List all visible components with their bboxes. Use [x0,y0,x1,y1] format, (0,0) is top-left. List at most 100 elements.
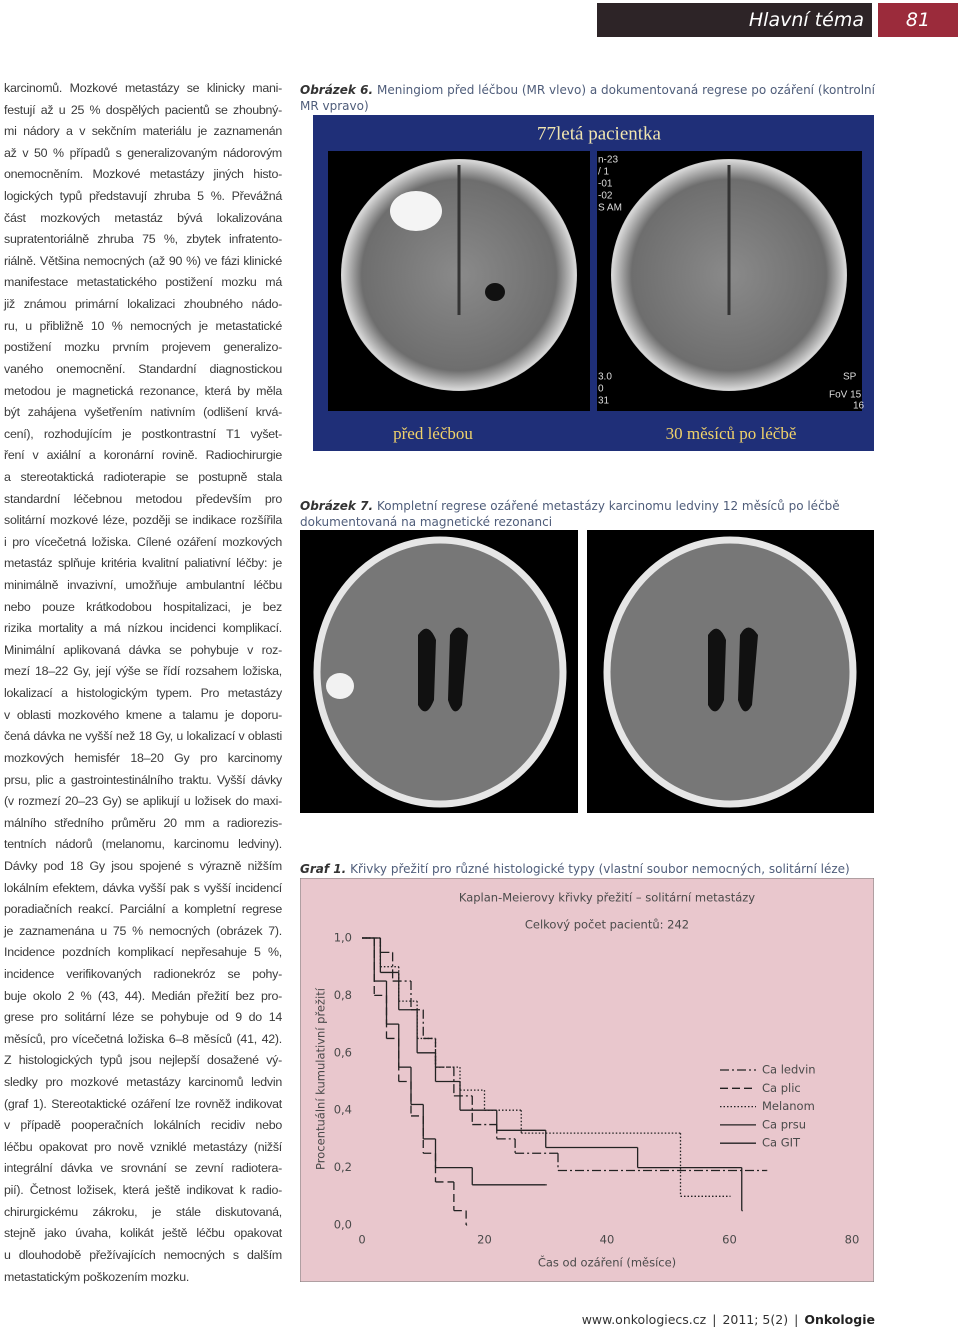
section-title: Hlavní téma [597,3,872,37]
x-axis-label: Čas od ozáření (měsíce) [538,1255,676,1270]
graph-label: Graf 1. [300,862,347,876]
text-line: riálně. Většina nemocných (až 90 %) ve f… [4,253,282,268]
footer-issue: 2011; 5(2) [722,1312,789,1327]
caption-text: Meningiom před léčbou (MR vlevo) a dokum… [300,83,875,113]
text-line: logických typů představují zhruba 5 %. P… [4,189,282,204]
text-line: stejně jako úvaha, kolikát ještě léčbu o… [4,1226,282,1241]
text-line: onemocněním. Mozkové metastázy jiných hi… [4,167,282,182]
text-line: již známou primární lokalizaci zhoubného… [4,297,282,312]
lesion [326,673,354,699]
text-line: a stereotaktická radioterapie se postupn… [4,469,282,484]
panel-label: před léčbou [393,424,473,443]
scanner-label: / 1 [598,167,610,178]
y-axis-label: Procentuální kumulativní přežití [314,987,328,1170]
text-line: mozkových hemisfér 18–20 Gy pro karcinom… [4,750,282,765]
footer-url: www.onkologiecs.cz [581,1312,707,1327]
text-line: Z histologických typů jsou nejlepší dosa… [4,1053,282,1068]
y-tick-label: 0,4 [334,1103,352,1117]
text-line: být zahájena vyšetřením nativním (odliše… [4,405,282,420]
scanner-label: S AM [598,203,622,214]
legend-label: Ca ledvin [762,1063,816,1077]
legend-label: Ca GIT [762,1136,801,1150]
text-line: i pro vícečetná ložiska. Cílené ozáření … [4,534,282,549]
caption-text: Křivky přežití pro různé histologické ty… [350,862,850,876]
scanner-label: FoV 15 [829,390,862,401]
lesion [390,191,442,231]
text-line: postižení mozku prvním projevem generali… [4,340,282,355]
ventricles [418,627,468,712]
ventricles [708,627,758,712]
text-line: čená dávka ne vyšší než 18 Gy, u lokaliz… [4,729,282,744]
text-line: incidence verifikovaných radionekróz se … [4,966,282,981]
scanner-label: 16 [853,401,865,412]
x-tick-label: 0 [358,1233,365,1247]
figure-caption: Obrázek 6. Meningiom před léčbou (MR vlev… [300,82,876,114]
scanner-label: n-23 [598,155,618,166]
text-line: Dávky pod 18 Gy jsou spojené s výrazně n… [4,858,282,873]
text-line: metastatickým poškozením mozku. [4,1269,190,1284]
brain [603,536,857,808]
x-tick-label: 60 [722,1233,737,1247]
text-line: mi nádory a v sekčním materiálu je zazna… [4,124,282,139]
text-line: integrální dávka ve srovnání se zevní ra… [4,1161,282,1176]
scanner-label: -01 [598,179,613,190]
graph-caption: Graf 1. Křivky přežití pro různé histolog… [300,861,876,877]
text-line: lokálním efektem, dávka vyšší pak s vyšš… [4,880,282,895]
page-number: 81 [878,3,958,37]
x-tick-label: 20 [477,1233,492,1247]
image-title: 77letá pacientka [537,123,662,144]
y-tick-label: 1,0 [334,931,352,945]
footer-journal: Onkologie [804,1312,875,1327]
brain [313,536,567,808]
figure-6-image: 77letá pacientka před léčbou 30 měsíců p… [313,115,874,451]
legend-label: Ca prsu [762,1117,806,1131]
text-line: prsu, plic a gastrointestinálního traktu… [4,772,282,787]
text-line: metastáz splňuje kritéria kvalitní palia… [4,556,282,571]
text-line: chirurgickému zákroku, je stále diskutov… [4,1204,282,1219]
scanner-label: SP [843,372,857,383]
text-line: manifestace metastatického postižení moz… [4,275,282,290]
text-line: vaného onemocnění. Standardní diagnostic… [4,361,282,376]
text-line: v oblasti mozkového kmene a talamu je do… [4,707,282,722]
figure-7-image [300,530,874,813]
survival-curve [362,937,547,1186]
text-line: Incidence pozdních komplikací nepřesahuj… [4,945,282,960]
text-line: nebo pouze krátkodobou hospitalizaci, je… [4,599,282,614]
y-tick-label: 0,0 [334,1218,352,1232]
text-line: léčbu opakovat pro nově vzniklé metastáz… [4,1139,282,1154]
text-line: je zaznamenána u 75 % nemocných (obrázek… [4,923,282,938]
figure-caption: Obrázek 7. Kompletní regrese ozářené meta… [300,498,876,530]
separator [578,530,587,813]
text-line: cení), rozhodujícím je postkontrastní T1… [4,426,282,441]
text-line: ření v axiální a koronární rovině. Radio… [4,448,282,463]
text-line: málního středního průměru 20 mm a radior… [4,815,282,830]
panel-label: 30 měsíců po léčbě [666,424,797,443]
text-line: rizika mortality a má nízkou incidenci k… [4,621,282,636]
chart: Kaplan-Meierovy křivky přežití – solitár… [300,878,874,1282]
text-line: metodou je magnetická rezonance, která b… [4,383,282,398]
text-line: supratentoriálně zhruba 75 %, zbytek inf… [4,232,282,247]
text-line: u dlouhodobě přežívajících nemocných s d… [4,1247,282,1262]
text-line: tentních nádorů (melanomu, karcinomu led… [4,837,282,852]
x-tick-label: 40 [600,1233,615,1247]
separator: | [794,1312,799,1327]
text-line: (v rozmezí 20–23 Gy) se aplikují u ložis… [4,794,282,809]
y-tick-label: 0,6 [334,1045,352,1059]
caption-text: Kompletní regrese ozářené metastázy karc… [300,499,840,529]
text-line: pií). Četnost ložisek, která ještě indik… [4,1183,282,1198]
scanner-label: 3.0 [598,372,612,383]
text-line: lokalizací a histologickým typem. Pro me… [4,686,282,701]
text-line: v případě pooperačních lokálních recidiv… [4,1118,282,1133]
text-line: minimálně invazivní, umožňuje ambulantní… [4,578,282,593]
text-line: festují až u 25 % dospělých pacientů se … [4,102,282,117]
x-tick-label: 80 [845,1233,860,1247]
body-text: karcinomů. Mozkové metastázy se klinicky… [4,78,282,1288]
text-line: standardní léčebnou metodou především pr… [4,491,282,506]
text-line: měsíců, pro vícečetná ložiska 6–8 měsíců… [4,1031,282,1046]
text-line: karcinomů. Mozkové metastázy se klinicky… [4,81,282,95]
scanner-label: 31 [598,396,610,407]
lesion [485,283,505,301]
footer: www.onkologiecs.cz | 2011; 5(2) | Onkologie [560,1312,875,1327]
